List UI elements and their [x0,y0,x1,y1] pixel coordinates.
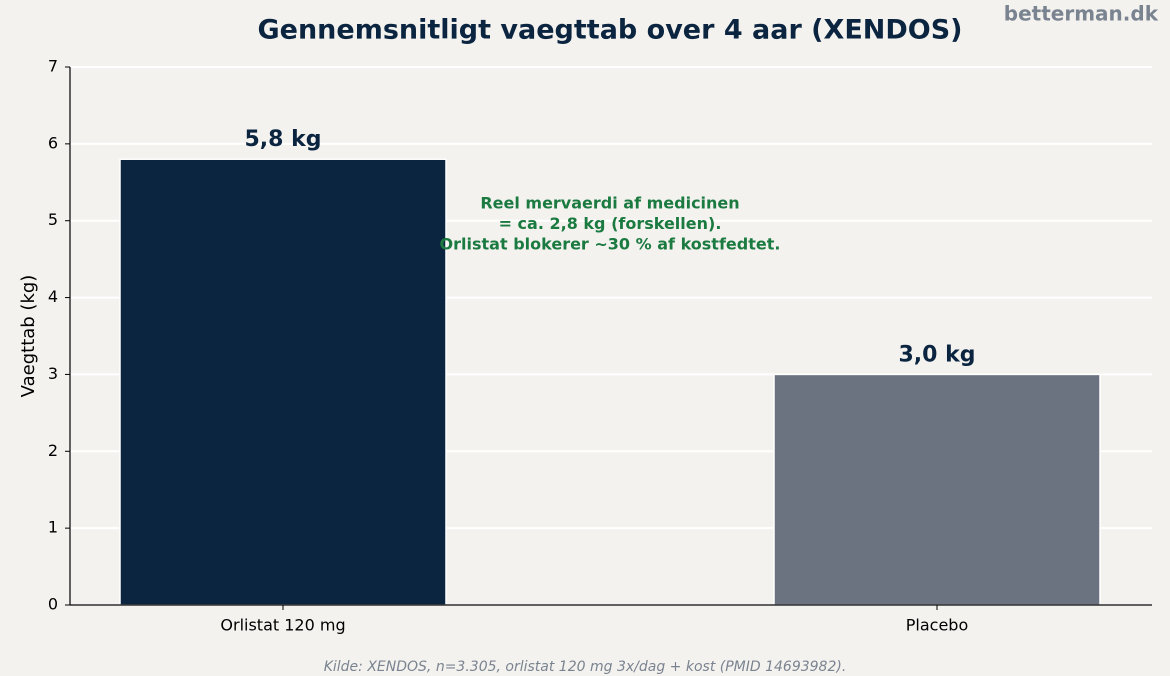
y-tick-label: 0 [48,595,58,614]
data-label: 5,8 kg [244,127,321,152]
x-tick-label: Orlistat 120 mg [220,616,345,635]
y-tick-label: 2 [48,441,58,460]
y-tick-label: 3 [48,364,58,383]
y-tick-label: 5 [48,210,58,229]
y-tick-label: 1 [48,518,58,537]
chart-title: Gennemsnitligt vaegttab over 4 aar (XEND… [257,15,962,46]
watermark: betterman.dk [1004,2,1159,26]
x-tick-label: Placebo [906,616,968,635]
y-tick-label: 6 [48,133,58,152]
annotation: Reel mervaerdi af medicinen [480,194,739,213]
bar [773,373,1101,606]
annotation: = ca. 2,8 kg (forskellen). [499,214,722,233]
bar [119,158,447,606]
y-tick-label: 4 [48,287,58,306]
y-axis-label: Vaegttab (kg) [18,275,39,398]
data-label: 3,0 kg [898,342,975,367]
annotation: Orlistat blokerer ~30 % af kostfedtet. [440,235,781,254]
y-tick-label: 7 [48,57,58,76]
source-note: Kilde: XENDOS, n=3.305, orlistat 120 mg … [324,659,847,675]
